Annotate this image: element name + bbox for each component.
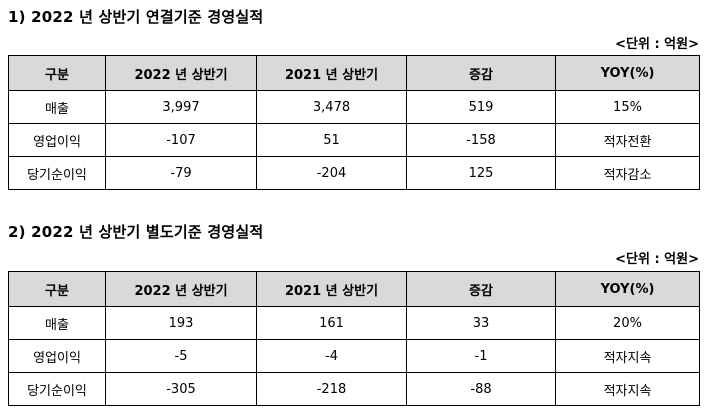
consolidated-results-table: 구분 2022 년 상반기 2021 년 상반기 증감 YOY(%) 매출 3,… [8, 55, 700, 190]
row-label: 영업이익 [8, 339, 106, 373]
table-header-row: 구분 2022 년 상반기 2021 년 상반기 증감 YOY(%) [8, 271, 700, 307]
unit-label: <단위 : 억원> [615, 252, 699, 267]
row-label: 매출 [8, 306, 106, 340]
value-yoy: 적자전환 [555, 123, 700, 157]
row-label: 매출 [8, 90, 106, 124]
header-2021-h1: 2021 년 상반기 [256, 55, 407, 91]
value-change: 519 [406, 90, 556, 124]
value-2022: -305 [105, 372, 257, 406]
header-change: 증감 [406, 55, 556, 91]
value-yoy: 20% [555, 306, 700, 340]
value-yoy: 적자감소 [555, 156, 700, 190]
header-2022-h1: 2022 년 상반기 [105, 55, 257, 91]
value-2021: -218 [256, 372, 407, 406]
value-change: -88 [406, 372, 556, 406]
header-2021-h1: 2021 년 상반기 [256, 271, 407, 307]
value-change: -1 [406, 339, 556, 373]
table-row: 영업이익 -5 -4 -1 적자지속 [8, 339, 700, 373]
value-2021: 3,478 [256, 90, 407, 124]
header-yoy: YOY(%) [555, 271, 700, 307]
value-2022: 193 [105, 306, 257, 340]
value-yoy: 적자지속 [555, 372, 700, 406]
value-2022: -5 [105, 339, 257, 373]
table-row: 영업이익 -107 51 -158 적자전환 [8, 123, 700, 157]
value-change: 125 [406, 156, 556, 190]
row-label: 당기순이익 [8, 156, 106, 190]
row-label: 영업이익 [8, 123, 106, 157]
value-change: -158 [406, 123, 556, 157]
table-row: 매출 193 161 33 20% [8, 306, 700, 340]
value-change: 33 [406, 306, 556, 340]
header-2022-h1: 2022 년 상반기 [105, 271, 257, 307]
value-2022: -107 [105, 123, 257, 157]
table-row: 당기순이익 -79 -204 125 적자감소 [8, 156, 700, 190]
section-title: 1) 2022 년 상반기 연결기준 경영실적 [8, 8, 264, 26]
header-category: 구분 [8, 271, 106, 307]
section-title: 2) 2022 년 상반기 별도기준 경영실적 [8, 223, 264, 241]
header-change: 증감 [406, 271, 556, 307]
table-header-row: 구분 2022 년 상반기 2021 년 상반기 증감 YOY(%) [8, 55, 700, 91]
value-2021: 161 [256, 306, 407, 340]
table-row: 매출 3,997 3,478 519 15% [8, 90, 700, 124]
header-category: 구분 [8, 55, 106, 91]
value-2021: -4 [256, 339, 407, 373]
value-2021: 51 [256, 123, 407, 157]
table-row: 당기순이익 -305 -218 -88 적자지속 [8, 372, 700, 406]
value-2021: -204 [256, 156, 407, 190]
separate-results-table: 구분 2022 년 상반기 2021 년 상반기 증감 YOY(%) 매출 19… [8, 271, 700, 406]
value-yoy: 적자지속 [555, 339, 700, 373]
value-2022: -79 [105, 156, 257, 190]
row-label: 당기순이익 [8, 372, 106, 406]
unit-label: <단위 : 억원> [615, 37, 699, 52]
value-2022: 3,997 [105, 90, 257, 124]
header-yoy: YOY(%) [555, 55, 700, 91]
value-yoy: 15% [555, 90, 700, 124]
